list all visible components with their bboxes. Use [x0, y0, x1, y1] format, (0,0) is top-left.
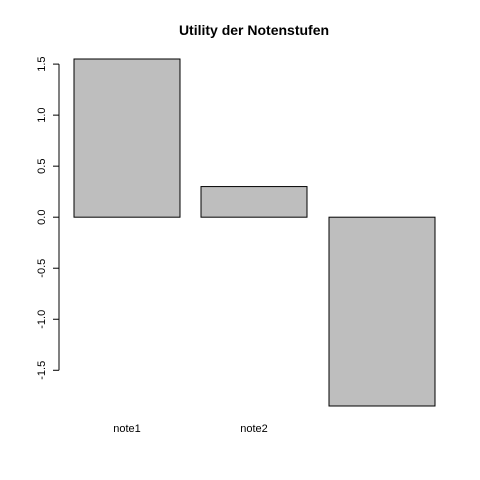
category-label: note2: [240, 423, 268, 435]
chart-title: Utility der Notenstufen: [179, 22, 329, 38]
bars: [73, 58, 436, 407]
y-tick-label: 1.0: [36, 107, 48, 122]
bar: [73, 58, 181, 218]
bar: [200, 186, 308, 218]
y-tick-label: -1.5: [36, 361, 48, 380]
y-tick-label: 0.5: [36, 159, 48, 174]
y-tick-label: -1.0: [36, 310, 48, 329]
category-label: note1: [113, 423, 141, 435]
bar: [328, 216, 436, 407]
y-tick-label: 0.0: [36, 210, 48, 225]
y-tick-label: -0.5: [36, 259, 48, 278]
category-labels: note1 note2: [113, 423, 268, 435]
y-tick-label: 1.5: [36, 56, 48, 71]
y-axis: -1.5 -1.0 -0.5 0.0 0.5 1.0 1.5: [36, 56, 60, 380]
